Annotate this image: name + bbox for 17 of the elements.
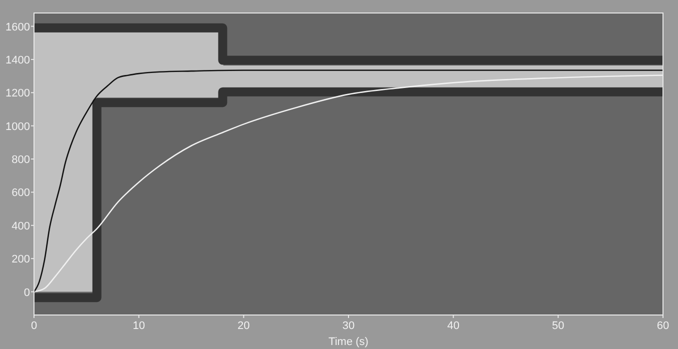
y-tick-label: 1200 — [6, 88, 30, 100]
y-tick-label: 1000 — [6, 120, 30, 133]
x-tick-label: 30 — [342, 320, 355, 332]
y-tick-label: 800 — [12, 154, 30, 166]
y-tick-label: 1600 — [6, 21, 30, 34]
y-tick-label: 1400 — [6, 54, 30, 66]
x-axis-title: Time (s) — [328, 336, 368, 348]
y-tick-label: 200 — [12, 254, 30, 266]
y-tick-label: 0 — [24, 286, 30, 299]
x-tick-label: 20 — [238, 320, 250, 332]
x-tick-label: 50 — [552, 320, 564, 332]
x-tick-label: 40 — [447, 320, 460, 332]
x-tick-label: 60 — [656, 320, 670, 332]
y-tick-label: 400 — [12, 220, 30, 232]
x-tick-label: 10 — [132, 320, 145, 332]
y-tick-label: 600 — [12, 187, 30, 200]
x-tick-label: 0 — [30, 320, 38, 332]
